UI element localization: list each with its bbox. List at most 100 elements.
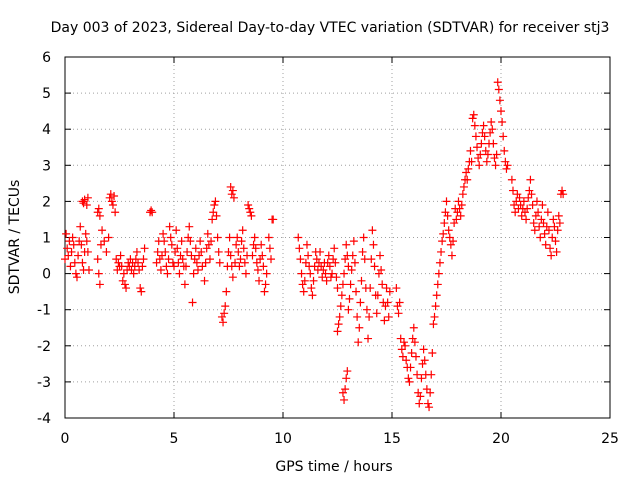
data-point (332, 273, 341, 282)
data-point (532, 197, 541, 206)
data-point (220, 309, 229, 318)
data-point (234, 247, 243, 256)
data-point (66, 262, 75, 271)
data-point (334, 320, 343, 329)
data-point (422, 385, 431, 394)
y-tick-label: 4 (42, 122, 51, 138)
data-point (342, 374, 351, 383)
data-point (166, 233, 175, 242)
data-point (470, 121, 479, 130)
data-point (83, 193, 92, 202)
data-point (492, 150, 501, 159)
data-point (80, 195, 89, 204)
data-point (227, 190, 236, 199)
data-point (411, 352, 420, 361)
data-point (378, 280, 387, 289)
data-point (239, 244, 248, 253)
data-point (94, 204, 103, 213)
data-point (507, 175, 516, 184)
data-point (161, 247, 170, 256)
data-point (480, 132, 489, 141)
data-point (96, 240, 105, 249)
data-point (209, 208, 218, 217)
data-point (265, 244, 274, 253)
data-point (558, 186, 567, 195)
data-point (240, 258, 249, 267)
data-point (546, 244, 555, 253)
data-point (196, 237, 205, 246)
data-point (316, 247, 325, 256)
data-point (373, 291, 382, 300)
data-point (176, 251, 185, 260)
data-point (359, 233, 368, 242)
data-point (205, 255, 214, 264)
y-tick-label: -4 (37, 411, 51, 427)
data-point (405, 377, 414, 386)
data-point (228, 186, 237, 195)
data-point (551, 237, 560, 246)
data-point (440, 219, 449, 228)
data-point (426, 388, 435, 397)
data-point (130, 262, 139, 271)
data-point (559, 190, 568, 199)
data-point (232, 240, 241, 249)
data-point (430, 312, 439, 321)
data-point (527, 190, 536, 199)
data-point (294, 233, 303, 242)
data-point (466, 146, 475, 155)
data-point (475, 161, 484, 170)
data-point (478, 128, 487, 137)
data-point (322, 276, 331, 285)
data-point (417, 374, 426, 383)
data-point (497, 107, 505, 116)
data-point (529, 219, 538, 228)
data-point (185, 222, 194, 231)
data-marks (61, 78, 568, 412)
data-point (175, 269, 184, 278)
data-point (502, 164, 511, 173)
data-point (202, 244, 211, 253)
data-point (495, 96, 504, 105)
data-point (493, 78, 502, 87)
data-point (483, 150, 492, 159)
data-point (163, 269, 172, 278)
data-point (78, 258, 87, 267)
data-point (418, 359, 427, 368)
data-point (477, 139, 486, 148)
data-point (318, 273, 327, 282)
data-point (198, 262, 207, 271)
data-point (329, 255, 338, 264)
data-point (511, 208, 520, 217)
data-point (383, 298, 392, 307)
data-point (547, 251, 556, 260)
data-point (114, 258, 123, 267)
data-point (372, 309, 381, 318)
data-point (235, 262, 244, 271)
data-point (530, 226, 539, 235)
data-point (452, 215, 461, 224)
data-point (525, 186, 534, 195)
data-point (432, 291, 441, 300)
data-point (75, 237, 84, 246)
data-point (106, 190, 115, 199)
data-point (385, 287, 394, 296)
data-point (420, 356, 429, 365)
data-point (135, 265, 144, 274)
data-point (393, 302, 402, 311)
data-point (341, 385, 350, 394)
data-point (358, 247, 367, 256)
data-point (338, 388, 347, 397)
data-point (513, 190, 522, 199)
data-point (178, 255, 187, 264)
data-point (233, 233, 242, 242)
data-point (208, 215, 217, 224)
data-point (251, 244, 260, 253)
data-point (469, 110, 478, 119)
data-point (416, 392, 425, 401)
data-point (512, 197, 521, 206)
data-point (337, 291, 346, 300)
data-point (258, 251, 267, 260)
data-point (312, 255, 321, 264)
data-point (253, 265, 262, 274)
data-point (84, 265, 93, 274)
